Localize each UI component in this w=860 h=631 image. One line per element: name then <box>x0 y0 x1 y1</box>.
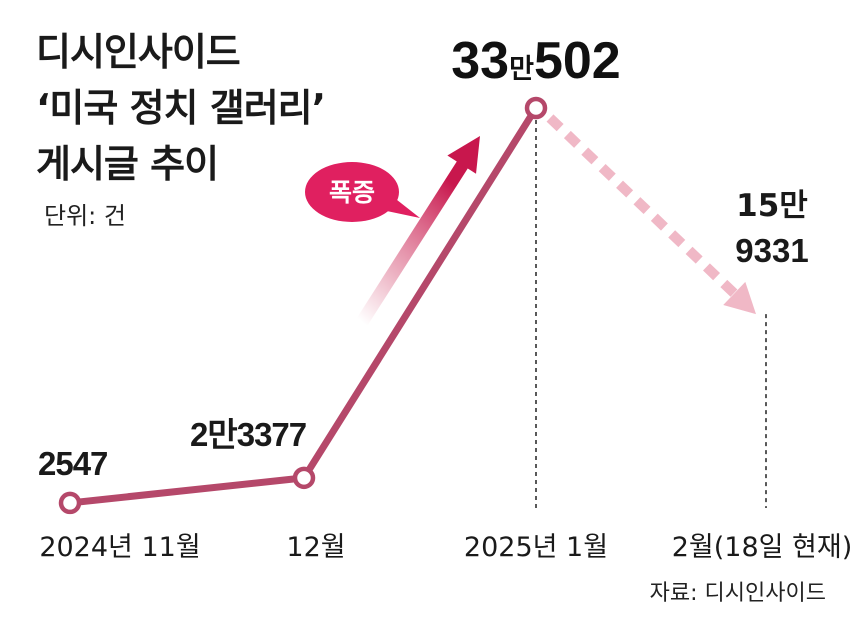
feb-trend-line <box>546 114 738 298</box>
value-label-jan-a: 33 <box>451 32 509 90</box>
value-label-dec: 2만3377 <box>190 416 306 453</box>
surge-badge: 폭증 <box>305 162 420 222</box>
point-2025-01 <box>524 96 548 120</box>
value-label-nov: 2547 <box>38 445 107 482</box>
chart-title: 디시인사이드 ‘미국 정치 갤러리’ 게시글 추이 <box>36 24 326 192</box>
value-label-feb-line1: 15만 <box>736 188 808 224</box>
surge-arrow-shaft <box>356 152 474 326</box>
x-label-2024-12: 12월 <box>286 532 345 563</box>
x-label-2025-01: 2025년 1월 <box>464 532 608 563</box>
chart-title-line-2: ‘미국 정치 갤러리’ <box>36 86 326 130</box>
surge-arrow-head <box>447 136 480 174</box>
badge-bubble <box>305 162 420 222</box>
x-label-2024-11: 2024년 11월 <box>39 532 200 563</box>
chart-title-line-1: 디시인사이드 <box>36 30 241 74</box>
unit-label: 단위: 건 <box>44 202 126 230</box>
source-label: 자료: 디시인사이드 <box>649 581 826 606</box>
value-label-jan: 33만502 <box>451 32 620 90</box>
x-label-2025-02: 2월(18일 현재) <box>672 532 853 563</box>
value-label-jan-b: 502 <box>534 32 621 90</box>
badge-label: 폭증 <box>329 178 375 207</box>
value-label-jan-unit: 만 <box>509 54 534 85</box>
point-2024-11 <box>58 491 82 515</box>
chart-title-line-3: 게시글 추이 <box>36 142 219 186</box>
feb-trend-arrow-head <box>723 281 756 315</box>
point-2024-12 <box>292 466 316 490</box>
value-label-feb-line2: 9331 <box>735 232 808 269</box>
